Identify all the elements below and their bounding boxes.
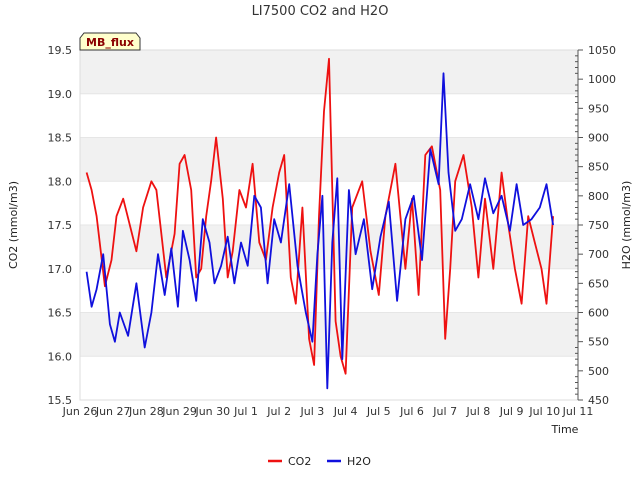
right-tick-label: 950 (588, 102, 609, 115)
legend-h2o-label: H2O (347, 455, 371, 468)
x-tick-label: Jun 27 (95, 405, 131, 418)
right-axis: 450 500 550 600 650 700 750 800 850 900 950 1000 105… (575, 44, 616, 407)
right-tick-label: 1050 (588, 44, 616, 57)
right-tick-label: 500 (588, 365, 609, 378)
x-tick-label: Jul 10 (528, 405, 560, 418)
left-tick-label: 19.5 (48, 44, 73, 57)
legend-co2-label: CO2 (288, 455, 311, 468)
left-tick-label: 19.0 (48, 88, 73, 101)
grid-band (80, 137, 578, 182)
x-tick-label: Jun 29 (161, 405, 197, 418)
badge-shape (79, 32, 141, 51)
left-tick-label: 16.5 (48, 307, 73, 320)
left-axis: 15.5 16.0 16.5 17.0 17.5 18.0 18.5 19.0 19.5 (48, 44, 73, 407)
left-tick-label: 17.5 (48, 219, 73, 232)
x-tick-label: Jul 9 (499, 405, 524, 418)
h2o-series-line (85, 72, 554, 390)
x-tick-label: Jul 1 (233, 405, 258, 418)
x-tick-label: Jul 7 (432, 405, 457, 418)
x-tick-label: Jun 30 (194, 405, 230, 418)
right-tick-label: 700 (588, 248, 609, 261)
right-tick-label: 550 (588, 336, 609, 349)
badge-label: MB_flux (86, 36, 134, 49)
x-tick-label: Jul 3 (300, 405, 325, 418)
x-tick-label: Jul 4 (333, 405, 358, 418)
left-axis-label: CO2 (mmol/m3) (7, 181, 20, 269)
mb-flux-badge: MB_flux (79, 32, 141, 51)
left-tick-label: 18.5 (48, 132, 73, 145)
x-tick-label: Jul 2 (266, 405, 291, 418)
left-tick-label: 18.0 (48, 175, 73, 188)
right-tick-label: 650 (588, 277, 609, 290)
right-tick-label: 850 (588, 161, 609, 174)
x-tick-label: Jul 8 (466, 405, 491, 418)
x-tick-label: Jun 28 (128, 405, 164, 418)
grid-band (80, 225, 578, 269)
chart-title: LI7500 CO2 and H2O (252, 4, 389, 19)
right-tick-label: 600 (588, 307, 609, 320)
right-axis-label: H2O (mmol/m3) (620, 181, 633, 270)
left-tick-label: 16.0 (48, 350, 73, 363)
legend: CO2 H2O (268, 455, 371, 468)
x-tick-label: Jun 26 (62, 405, 98, 418)
right-tick-label: 900 (588, 132, 609, 145)
right-tick-label: 1000 (588, 73, 616, 86)
x-tick-label: Jul 5 (366, 405, 391, 418)
right-tick-label: 450 (588, 394, 609, 407)
right-tick-label: 750 (588, 219, 609, 232)
x-tick-label: Jul 6 (399, 405, 424, 418)
left-tick-label: 17.0 (48, 263, 73, 276)
left-tick-label: 15.5 (48, 394, 73, 407)
series-layer (85, 57, 554, 390)
x-tick-label: Jul 11 (562, 405, 594, 418)
right-tick-label: 800 (588, 190, 609, 203)
x-axis-label: Time (551, 423, 579, 436)
